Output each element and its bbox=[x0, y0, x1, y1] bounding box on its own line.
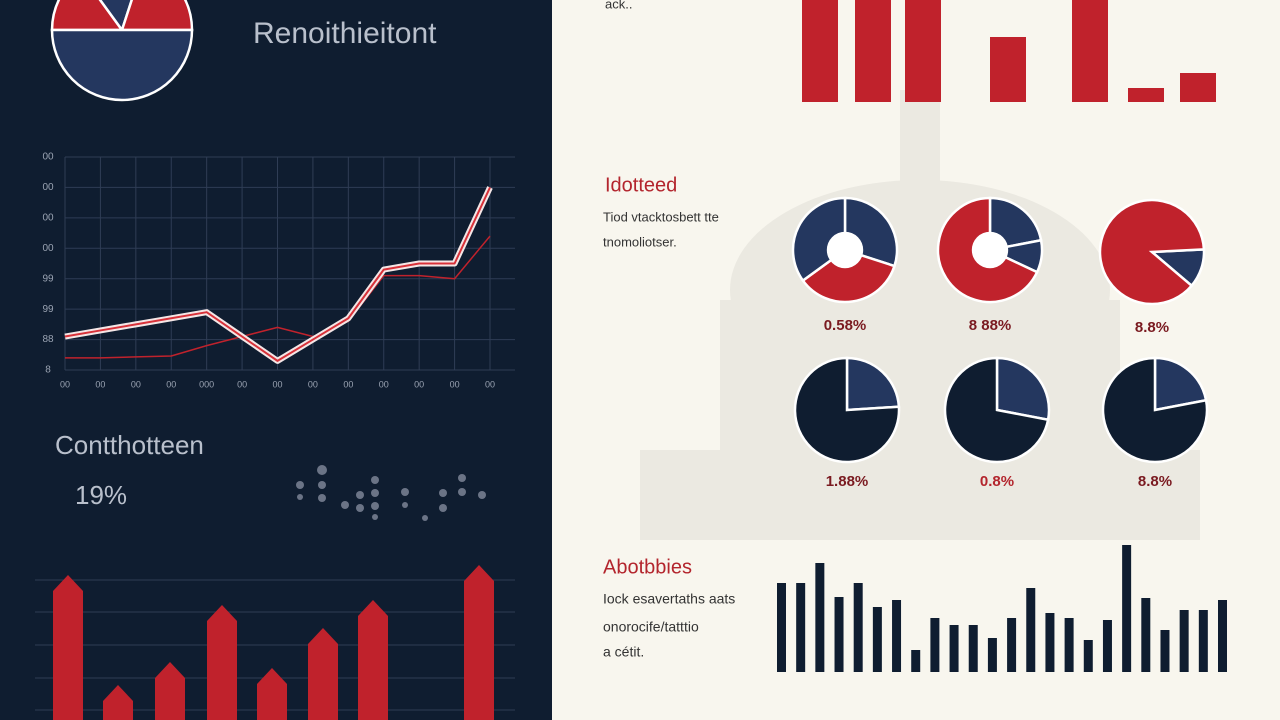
bar bbox=[930, 618, 940, 672]
bar bbox=[855, 0, 891, 102]
section-text: onorocife/tatttio bbox=[603, 619, 699, 635]
bar bbox=[1160, 630, 1170, 672]
bar bbox=[872, 607, 882, 672]
pie-slice bbox=[845, 356, 901, 412]
y-tick-label: 00 bbox=[42, 212, 54, 223]
bar bbox=[1083, 640, 1093, 672]
bar bbox=[987, 638, 997, 672]
bar bbox=[1198, 610, 1208, 672]
bar bbox=[464, 565, 494, 720]
y-tick-label: 99 bbox=[42, 273, 54, 284]
bar bbox=[1045, 613, 1055, 672]
section-heading: Abotbbies bbox=[603, 556, 692, 578]
bar bbox=[1122, 545, 1132, 672]
bar bbox=[155, 662, 185, 720]
y-tick-label: 00 bbox=[42, 182, 54, 193]
section-heading: Idotteed bbox=[605, 174, 677, 196]
pie-slice bbox=[1101, 356, 1209, 464]
x-tick-label: 00 bbox=[379, 379, 389, 389]
pie-label: 8.8% bbox=[1135, 319, 1169, 336]
x-tick-label: 00 bbox=[166, 379, 176, 389]
y-tick-label: 8 bbox=[45, 365, 51, 376]
y-tick-label: 00 bbox=[42, 152, 54, 163]
dot-cluster bbox=[296, 465, 486, 521]
pie-slice bbox=[995, 356, 1051, 422]
bar bbox=[834, 597, 844, 672]
bar bbox=[1026, 588, 1036, 672]
bar bbox=[358, 600, 388, 720]
x-tick-label: 00 bbox=[308, 379, 318, 389]
bar bbox=[1007, 618, 1017, 672]
pie-label: 1.88% bbox=[826, 473, 869, 490]
pie-label: 0.8% bbox=[980, 473, 1014, 490]
pie-slice bbox=[801, 248, 897, 304]
y-tick-label: 00 bbox=[42, 243, 54, 254]
bar bbox=[949, 625, 959, 672]
y-tick-label: 99 bbox=[42, 304, 54, 315]
x-tick-label: 00 bbox=[60, 379, 70, 389]
pie-slice bbox=[791, 196, 847, 283]
stat-label: Contthotteen bbox=[55, 430, 204, 460]
pie-slice bbox=[1153, 356, 1208, 412]
bar bbox=[796, 583, 806, 672]
pie-slice bbox=[793, 356, 901, 464]
pie-slice bbox=[50, 28, 194, 102]
bar bbox=[1218, 600, 1227, 672]
x-tick-label: 00 bbox=[237, 379, 247, 389]
bar bbox=[802, 0, 838, 102]
bar bbox=[990, 37, 1026, 102]
section-text: Iock esavertaths aats bbox=[603, 591, 735, 607]
x-tick-label: 00 bbox=[485, 379, 495, 389]
section-text: a cétit. bbox=[603, 644, 644, 660]
y-tick-label: 88 bbox=[42, 334, 54, 345]
bar bbox=[853, 583, 863, 672]
x-tick-label: 00 bbox=[131, 379, 141, 389]
bar bbox=[892, 600, 902, 672]
pie-label: 0.58% bbox=[824, 317, 867, 334]
x-tick-label: 00 bbox=[414, 379, 424, 389]
x-tick-label: 00 bbox=[343, 379, 353, 389]
pie-hole bbox=[826, 231, 864, 269]
bar bbox=[1179, 610, 1189, 672]
bar bbox=[308, 628, 338, 720]
pie-slice bbox=[988, 196, 1043, 252]
left-title: Renoithieitont bbox=[253, 17, 437, 50]
pie-slice bbox=[120, 0, 194, 32]
bar bbox=[1141, 598, 1151, 672]
bar bbox=[257, 668, 287, 720]
bar bbox=[911, 650, 921, 672]
bar bbox=[53, 575, 83, 720]
line bbox=[65, 235, 491, 359]
bar bbox=[1180, 73, 1216, 102]
pie-label: 8.8% bbox=[1138, 473, 1172, 490]
bar bbox=[968, 625, 978, 672]
x-tick-label: 00 bbox=[450, 379, 460, 389]
bar bbox=[1072, 0, 1108, 102]
pie-slice bbox=[1098, 198, 1206, 306]
pie-hole bbox=[971, 231, 1009, 269]
line bbox=[64, 187, 491, 362]
x-tick-label: 00 bbox=[95, 379, 105, 389]
bar bbox=[103, 685, 133, 720]
bar bbox=[1128, 88, 1164, 102]
bar bbox=[1102, 620, 1112, 672]
stat-value: 19% bbox=[75, 480, 127, 510]
pie-label: 8 88% bbox=[969, 317, 1012, 334]
bar bbox=[777, 583, 786, 672]
section-text: tnomoliotser. bbox=[603, 234, 677, 249]
bar bbox=[1064, 618, 1074, 672]
x-tick-label: 000 bbox=[199, 379, 214, 389]
bar bbox=[815, 563, 825, 672]
x-tick-label: 00 bbox=[272, 379, 282, 389]
top-note: ack.. bbox=[605, 0, 632, 11]
bar bbox=[905, 0, 941, 102]
pie-slice bbox=[943, 356, 1050, 464]
section-text: Tiod vtacktosbett tte bbox=[603, 209, 719, 224]
bar bbox=[207, 605, 237, 720]
